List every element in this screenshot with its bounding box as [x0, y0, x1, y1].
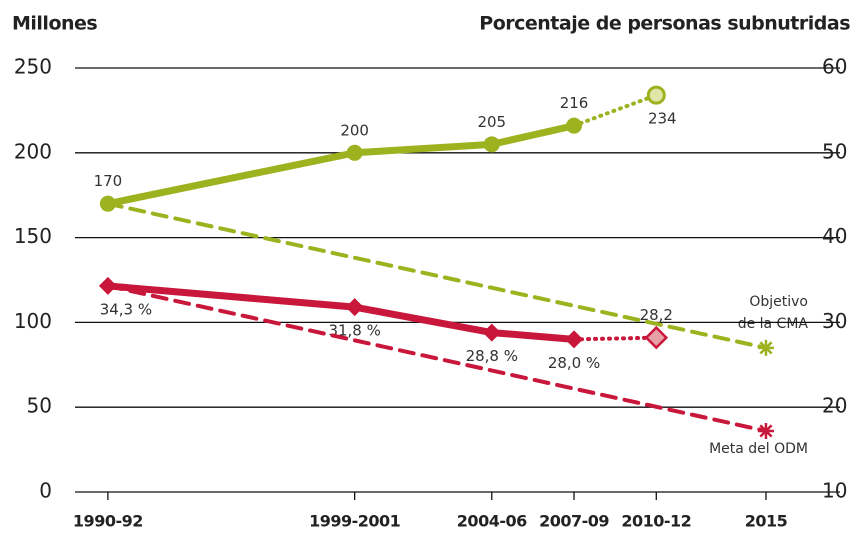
y2-tick-label: 20 [822, 394, 847, 418]
y-tick-label: 150 [14, 224, 52, 248]
marker [482, 323, 501, 342]
value-label: 200 [340, 121, 369, 139]
value-label: 28,2 [640, 306, 673, 324]
y-tick-label: 250 [14, 55, 52, 79]
line [105, 283, 768, 433]
line [105, 201, 768, 350]
value-label: 216 [560, 94, 589, 112]
marker [646, 85, 666, 105]
marker [644, 325, 669, 350]
y-tick-label: 0 [39, 479, 52, 503]
y-tick-label: 100 [14, 309, 52, 333]
value-label: 170 [94, 172, 123, 190]
x-tick-label: 2015 [745, 512, 788, 531]
y2-axis-title: Porcentaje de personas subnutridas [479, 13, 850, 35]
marker [345, 298, 364, 317]
x-tick-label: 2004-06 [457, 512, 527, 531]
value-label: 28,0 % [548, 354, 600, 372]
marker [757, 422, 774, 439]
x-tick-label: 2010-12 [621, 512, 691, 531]
value-label: 34,3 % [100, 300, 152, 318]
marker [757, 339, 774, 356]
y2-tick-label: 40 [822, 224, 847, 248]
y2-tick-label: 30 [822, 309, 847, 333]
y-tick-label: 200 [14, 139, 52, 163]
line [104, 282, 578, 343]
line [572, 335, 659, 342]
y2-tick-label: 50 [822, 139, 847, 163]
x-tick-label: 1999-2001 [309, 512, 401, 531]
value-label: 234 [648, 110, 677, 128]
annotation: Objetivo [749, 294, 808, 310]
y-axis-title: Millones [12, 13, 97, 35]
line [104, 122, 578, 208]
marker [346, 144, 363, 161]
value-label: 205 [477, 113, 506, 131]
value-label: 31,8 % [328, 322, 380, 340]
annotation: Meta del ODM [709, 441, 808, 457]
x-tick-label: 1990-92 [73, 512, 143, 531]
y2-tick-label: 60 [822, 55, 847, 79]
y-tick-label: 50 [27, 394, 52, 418]
x-tick-label: 2007-09 [539, 512, 609, 531]
value-label: 28,8 % [466, 347, 518, 365]
line [572, 93, 659, 128]
marker [483, 136, 500, 153]
y2-tick-label: 10 [822, 479, 847, 503]
annotation: de la CMA [738, 316, 809, 332]
